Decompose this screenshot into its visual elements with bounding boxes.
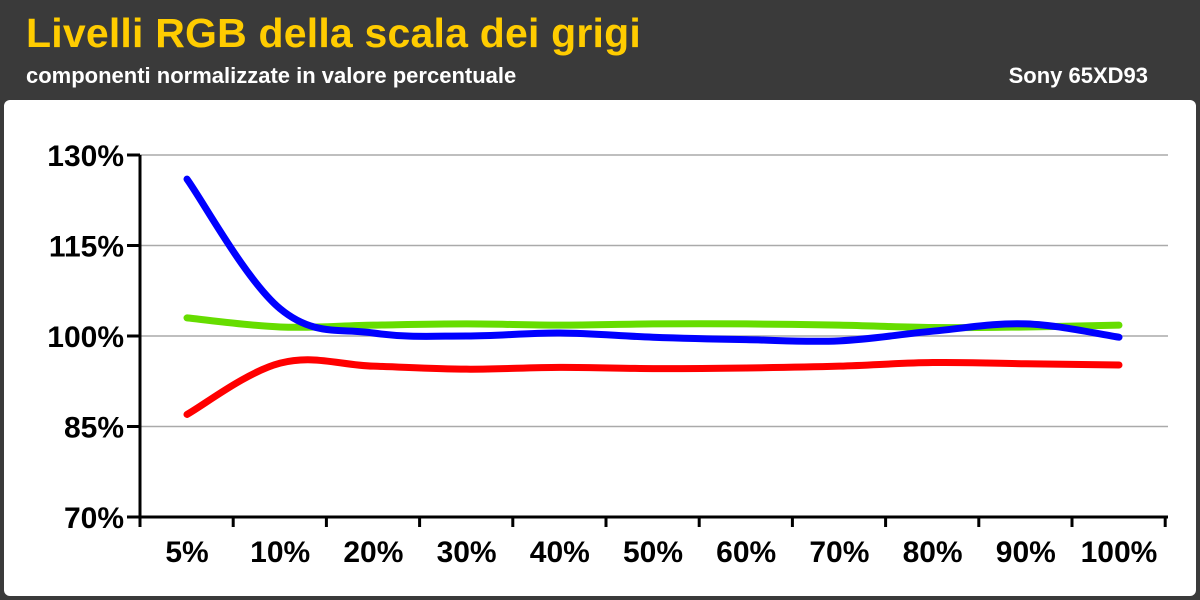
chart-panel <box>4 100 1196 596</box>
label-layer: 70% 85% 100% 115% 130% 5% 10% 20% 30% 40% 50% 60% 70… <box>47 140 1157 569</box>
chart-subtitle: componenti normalizzate in valore percen… <box>26 63 517 88</box>
x-tick-label: 90% <box>996 536 1056 569</box>
y-tick-label: 130% <box>47 140 124 173</box>
x-tick-label: 30% <box>437 536 497 569</box>
y-tick-label: 115% <box>49 231 124 264</box>
y-tick-label: 100% <box>47 321 124 354</box>
device-label: Sony 65XD93 <box>1008 63 1148 88</box>
x-tick-label: 40% <box>530 536 590 569</box>
y-tick-label: 70% <box>64 502 124 535</box>
x-tick-label: 60% <box>716 536 776 569</box>
axis-layer <box>127 153 1168 527</box>
x-tick-label: 5% <box>165 536 208 569</box>
x-tick-label: 100% <box>1081 536 1158 569</box>
series-line-blue <box>183 175 1123 345</box>
y-tick-label: 85% <box>64 412 124 445</box>
chart-title: Livelli RGB della scala dei grigi <box>26 10 641 56</box>
chart-header: Livelli RGB della scala dei grigi compon… <box>0 0 1200 98</box>
x-tick-label: 70% <box>809 536 869 569</box>
x-tick-label: 10% <box>250 536 310 569</box>
series-line-red <box>183 356 1123 418</box>
series-layer <box>183 175 1123 418</box>
grid-layer <box>140 154 1168 428</box>
x-tick-label: 50% <box>623 536 683 569</box>
x-tick-label: 80% <box>903 536 963 569</box>
x-tick-label: 20% <box>343 536 403 569</box>
